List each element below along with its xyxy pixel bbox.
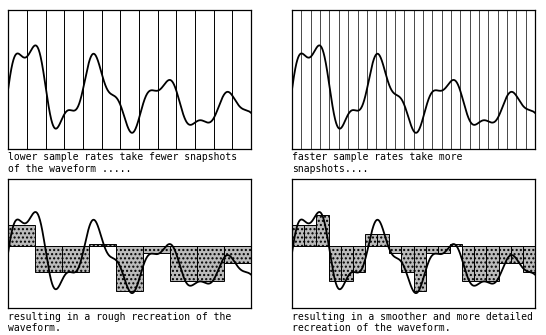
Bar (377, 234, 389, 247)
Bar (365, 234, 377, 247)
Bar (224, 247, 251, 263)
Bar (35, 247, 62, 272)
Bar (401, 247, 414, 272)
Bar (116, 247, 143, 291)
Bar (170, 247, 197, 281)
Bar (426, 247, 438, 253)
Bar (62, 247, 89, 272)
Bar (462, 247, 474, 281)
Bar (143, 247, 170, 253)
Bar (438, 247, 450, 253)
Bar (292, 225, 304, 247)
Bar (317, 215, 329, 247)
Bar (511, 247, 523, 263)
Bar (89, 244, 116, 247)
Bar (414, 247, 426, 291)
Text: lower sample rates take fewer snapshots
of the waveform .....: lower sample rates take fewer snapshots … (8, 152, 238, 174)
Bar (486, 247, 498, 281)
Bar (329, 247, 341, 281)
Bar (353, 247, 365, 272)
Bar (498, 247, 511, 263)
Bar (8, 225, 35, 247)
Bar (197, 247, 224, 281)
Bar (389, 247, 401, 253)
Bar (450, 244, 462, 247)
Text: faster sample rates take more
snapshots....: faster sample rates take more snapshots.… (292, 152, 462, 174)
Bar (341, 247, 353, 281)
Bar (304, 225, 317, 247)
Text: resulting in a rough recreation of the
waveform.: resulting in a rough recreation of the w… (8, 312, 232, 333)
Text: resulting in a smoother and more detailed
recreation of the waveform.: resulting in a smoother and more detaile… (292, 312, 533, 333)
Bar (474, 247, 486, 281)
Bar (523, 247, 535, 272)
